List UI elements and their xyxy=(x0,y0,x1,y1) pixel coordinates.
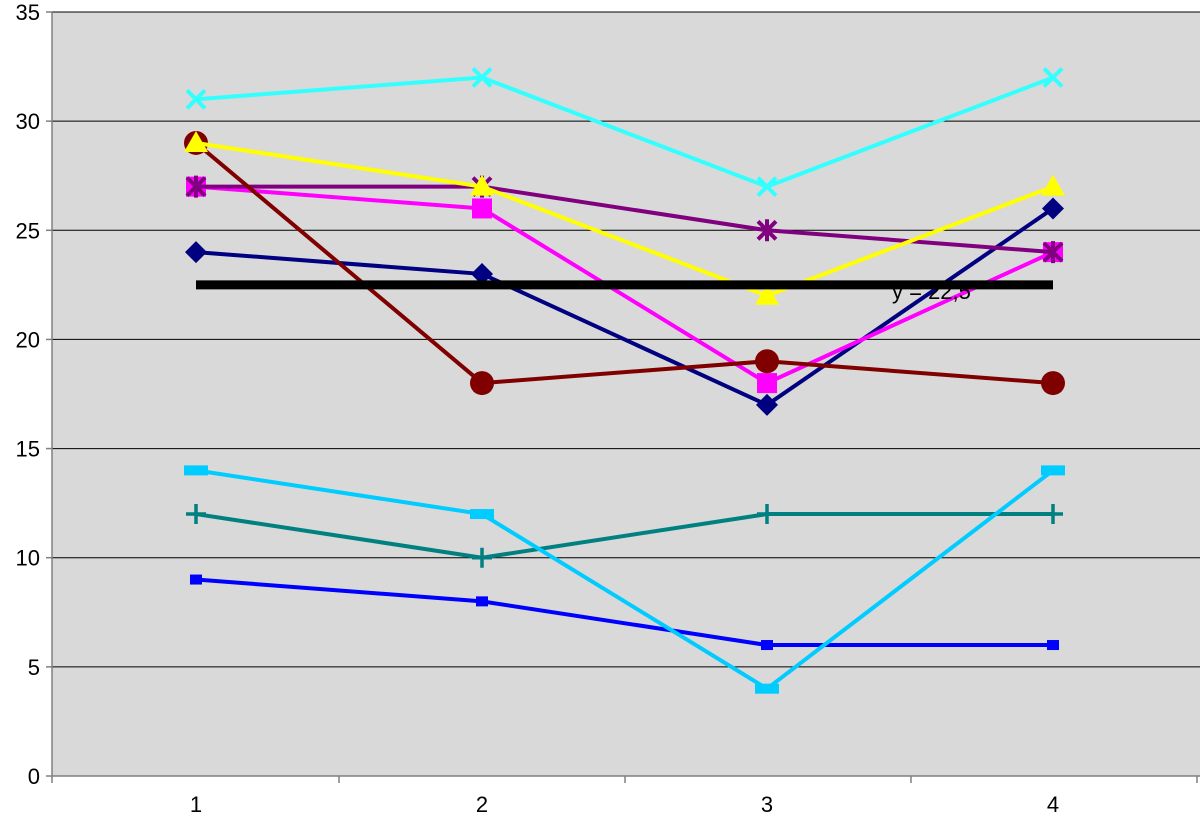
x-tick-label: 4 xyxy=(1047,792,1059,817)
small-square-marker xyxy=(190,574,202,585)
y-tick-label: 15 xyxy=(16,437,40,462)
x-tick-label: 3 xyxy=(761,792,773,817)
x-marker xyxy=(1042,67,1064,88)
gridlines xyxy=(52,11,1200,668)
asterisk-marker xyxy=(756,219,778,242)
series-line xyxy=(195,468,1055,691)
series-line xyxy=(195,577,1053,648)
y-tick-label: 20 xyxy=(16,327,40,352)
x-tick-label: 2 xyxy=(476,792,488,817)
reference-line-group: y = 22,5 xyxy=(196,279,1053,304)
dash-marker xyxy=(470,509,494,520)
dash-marker xyxy=(1041,465,1065,476)
series-line xyxy=(195,75,1054,189)
plot-area xyxy=(52,12,1200,776)
square-marker xyxy=(472,198,492,219)
x-axis-ticks: 1 2 3 4 xyxy=(51,776,1198,817)
data-series xyxy=(184,130,1065,305)
triangle-marker xyxy=(1041,174,1065,196)
data-series xyxy=(184,465,1065,694)
x-marker xyxy=(185,88,207,110)
series-line xyxy=(194,141,1054,386)
diamond-marker xyxy=(756,393,778,416)
square-marker xyxy=(757,373,777,394)
data-series xyxy=(190,574,1059,651)
plus-marker xyxy=(757,504,777,525)
y-tick-label: 10 xyxy=(16,546,40,571)
plus-marker xyxy=(186,504,206,525)
diamond-marker xyxy=(471,262,493,285)
diamond-marker xyxy=(1042,197,1064,220)
data-series xyxy=(185,67,1064,198)
data-series xyxy=(186,504,1063,568)
x-marker xyxy=(471,67,493,88)
plus-marker xyxy=(472,547,492,568)
y-tick-label: 5 xyxy=(28,655,40,680)
diamond-marker xyxy=(185,241,207,264)
dash-marker xyxy=(755,683,779,694)
small-square-marker xyxy=(761,640,773,651)
triangle-marker xyxy=(470,174,494,196)
plus-marker xyxy=(1043,504,1063,525)
circle-marker xyxy=(1041,371,1065,396)
triangle-marker xyxy=(184,130,208,152)
circle-marker xyxy=(755,349,779,374)
small-square-marker xyxy=(476,596,488,607)
reference-line-label: y = 22,5 xyxy=(892,279,971,304)
y-tick-label: 35 xyxy=(16,0,40,25)
y-tick-label: 0 xyxy=(28,764,40,789)
axes xyxy=(51,12,1200,777)
y-tick-label: 30 xyxy=(16,109,40,134)
dash-marker xyxy=(184,465,208,476)
x-tick-label: 1 xyxy=(190,792,202,817)
triangle-marker xyxy=(755,283,779,305)
y-axis-ticks: 0 5 10 15 20 25 30 35 xyxy=(16,0,52,789)
series-line xyxy=(195,140,1054,298)
small-square-marker xyxy=(1047,640,1059,651)
circle-marker xyxy=(470,371,494,396)
asterisk-marker xyxy=(185,175,207,198)
asterisk-marker xyxy=(1042,241,1064,264)
series-line xyxy=(195,184,1054,386)
series-group xyxy=(184,67,1065,694)
series-line xyxy=(195,512,1053,560)
y-tick-label: 25 xyxy=(16,218,40,243)
x-marker xyxy=(756,176,778,198)
